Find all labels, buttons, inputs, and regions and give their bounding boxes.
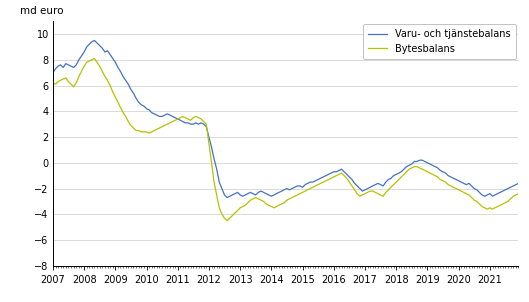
Legend: Varu- och tjänstebalans, Bytesbalans: Varu- och tjänstebalans, Bytesbalans bbox=[363, 24, 515, 59]
Line: Bytesbalans: Bytesbalans bbox=[53, 59, 529, 246]
Text: md euro: md euro bbox=[20, 6, 64, 16]
Line: Varu- och tjänstebalans: Varu- och tjänstebalans bbox=[53, 40, 529, 198]
